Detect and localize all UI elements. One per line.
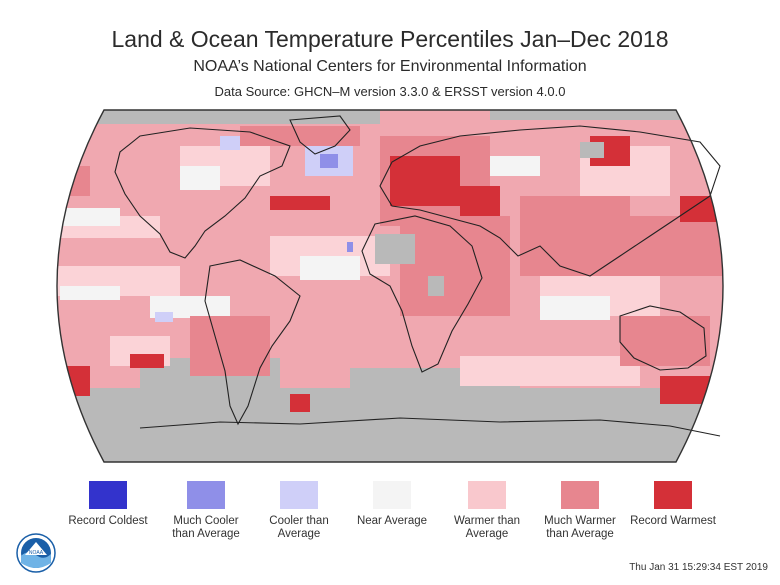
- globe-border: [56, 109, 724, 463]
- missing-data-arctic: [490, 110, 723, 120]
- near-average-patch: [60, 286, 120, 300]
- legend-label: Record Coldest: [68, 515, 148, 527]
- africa-outline: [361, 215, 483, 373]
- record-warmest-north-atlantic: [270, 196, 330, 210]
- legend-swatch: [280, 481, 318, 509]
- cooler-patch: [220, 136, 240, 150]
- record-warmest-south-pacific: [57, 366, 90, 396]
- legend-swatch: [468, 481, 506, 509]
- warmer-patch: [460, 356, 640, 386]
- eurasia-outline: [379, 125, 721, 277]
- much-warmer-patch: [57, 166, 90, 196]
- near-average-patch: [180, 166, 220, 190]
- noaa-logo-icon: NOAA: [16, 533, 56, 573]
- legend-label: Much Warmer than Average: [544, 515, 616, 540]
- legend-label: Record Warmest: [630, 515, 716, 527]
- legend-swatch: [89, 481, 127, 509]
- near-average-patch: [300, 256, 360, 280]
- legend-swatch: [654, 481, 692, 509]
- near-average-patch: [480, 156, 540, 176]
- legend-label: Much Cooler than Average: [172, 515, 240, 540]
- much-cooler-patch: [320, 154, 338, 168]
- map-subtitle: NOAA’s National Centers for Environmenta…: [193, 58, 587, 75]
- data-source-note: Data Source: GHCN–M version 3.3.0 & ERSS…: [214, 84, 566, 99]
- australia-outline: [619, 305, 707, 371]
- cooler-patch: [155, 312, 173, 322]
- near-average-patch: [720, 396, 723, 416]
- much-warmer-patch: [620, 316, 710, 366]
- record-warmest-south-atlantic: [290, 394, 310, 412]
- missing-data-africa: [428, 276, 444, 296]
- world-temperature-percentile-map: [56, 109, 724, 463]
- timestamp: Thu Jan 31 15:29:34 EST 2019: [629, 562, 768, 573]
- map-title: Land & Ocean Temperature Percentiles Jan…: [111, 26, 669, 52]
- legend-item-record-coldest: Record Coldest: [63, 481, 153, 528]
- logo-text: NOAA: [29, 550, 44, 556]
- legend-label: Warmer than Average: [453, 515, 521, 540]
- legend-swatch: [373, 481, 411, 509]
- much-warmer-patch: [520, 196, 630, 276]
- missing-data-arctic: [57, 110, 380, 124]
- much-cooler-patch: [347, 242, 353, 252]
- greenland-outline: [289, 115, 351, 155]
- much-warmer-patch: [190, 316, 270, 376]
- legend-item-much-warmer: Much Warmer than Average: [535, 481, 625, 541]
- legend-label: Near Average: [356, 515, 428, 527]
- near-average-patch: [540, 296, 610, 320]
- antarctica-outline: [139, 417, 721, 437]
- percentile-grid: [57, 110, 723, 462]
- missing-data-africa: [375, 234, 415, 264]
- legend-item-near-average: Near Average: [347, 481, 437, 528]
- record-warmest-south-pacific: [130, 354, 164, 368]
- legend-swatch: [187, 481, 225, 509]
- north-america-outline: [114, 127, 291, 259]
- record-warmest-middle-east: [460, 186, 500, 216]
- continent-outlines: [114, 115, 721, 437]
- legend-item-record-warmest: Record Warmest: [628, 481, 718, 528]
- south-america-outline: [204, 259, 301, 426]
- legend-label: Cooler than Average: [269, 515, 329, 540]
- legend-item-warmer: Warmer than Average: [442, 481, 532, 541]
- much-warmer-patch: [620, 216, 723, 276]
- legend-item-cooler: Cooler than Average: [254, 481, 344, 541]
- missing-data-antarctica: [57, 388, 723, 462]
- record-warmest-europe: [390, 156, 460, 206]
- near-average-patch: [60, 208, 120, 226]
- record-warmest-tasman-sea: [660, 376, 720, 404]
- legend-swatch: [561, 481, 599, 509]
- legend-item-much-cooler: Much Cooler than Average: [161, 481, 251, 541]
- missing-data-asia: [580, 142, 604, 158]
- much-warmer-patch: [240, 126, 360, 146]
